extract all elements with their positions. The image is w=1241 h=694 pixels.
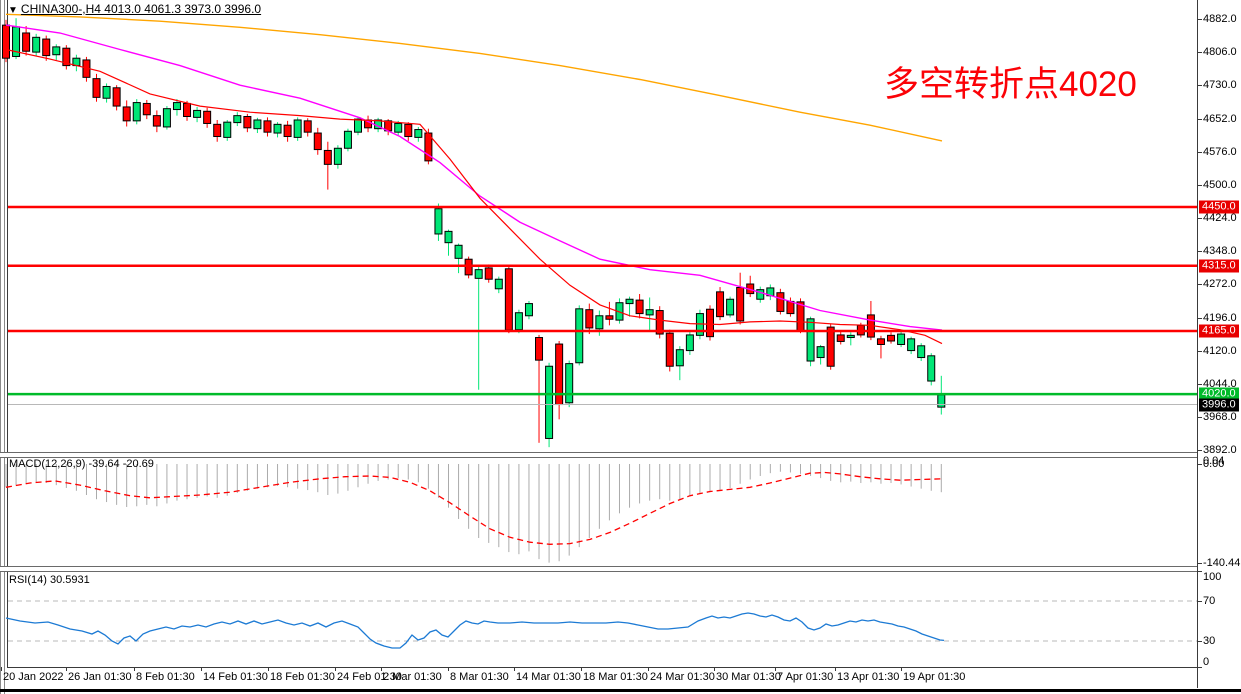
- axis-tick: [1197, 416, 1202, 418]
- price-tick-label: 3968.0: [1203, 410, 1237, 423]
- price-tick-label: 4500.0: [1203, 179, 1237, 192]
- time-axis-tick: [201, 667, 202, 671]
- price-level-badge: 3996.0: [1199, 398, 1239, 412]
- time-tick-label: 19 Apr 01:30: [903, 671, 966, 683]
- time-tick-label: 30 Mar 01:30: [716, 671, 781, 683]
- time-axis-tick: [714, 667, 715, 671]
- chart-title: ▼ CHINA300-,H4 4013.0 4061.3 3973.0 3996.…: [8, 2, 261, 16]
- annotation-text: 多空转折点4020: [884, 65, 1137, 104]
- panel-separator-rsi[interactable]: [0, 566, 1197, 572]
- chart-frame-right: [1197, 0, 1198, 688]
- rsi-axis-label: 0: [1203, 656, 1210, 668]
- time-axis-tick: [66, 667, 67, 671]
- time-axis-tick: [581, 667, 582, 671]
- macd-axis-label: -140.44: [1203, 557, 1241, 569]
- time-axis-tick: [901, 667, 902, 671]
- axis-tick: [1197, 251, 1202, 253]
- axis-tick: [1197, 449, 1202, 451]
- axis-tick: [1197, 563, 1202, 564]
- time-axis-tick: [335, 667, 336, 671]
- panel-separator-macd[interactable]: [0, 452, 1197, 458]
- axis-tick: [1197, 571, 1202, 572]
- macd-axis-label: 0.04: [1203, 455, 1225, 467]
- time-tick-label: 8 Mar 01:30: [450, 671, 509, 683]
- axis-tick: [1197, 85, 1202, 87]
- time-tick-label: 26 Jan 01:30: [68, 671, 132, 683]
- price-tick-label: 4196.0: [1203, 311, 1237, 324]
- axis-tick: [1197, 350, 1202, 352]
- price-tick-label: 3892.0: [1203, 443, 1237, 456]
- axis-tick: [1197, 317, 1202, 319]
- time-tick-label: 14 Feb 01:30: [203, 671, 268, 683]
- axis-tick: [1197, 52, 1202, 54]
- time-axis-line: [7, 667, 1197, 668]
- axis-tick: [1197, 185, 1202, 187]
- price-tick-label: 4348.0: [1203, 245, 1237, 258]
- axis-tick: [1197, 641, 1202, 642]
- time-tick-label: 20 Jan 2022: [3, 671, 64, 683]
- rsi-indicator-panel[interactable]: [0, 571, 1197, 667]
- time-tick-label: 2 Mar 01:30: [383, 671, 442, 683]
- time-axis-tick: [1, 667, 2, 671]
- price-level-badge: 4450.0: [1199, 200, 1239, 214]
- time-axis-tick: [835, 667, 836, 671]
- time-axis-tick: [648, 667, 649, 671]
- price-tick-label: 4806.0: [1203, 46, 1237, 59]
- chart-title-text: CHINA300-,H4 4013.0 4061.3 3973.0 3996.0: [20, 2, 262, 16]
- price-level-badge: 4315.0: [1199, 259, 1239, 273]
- price-tick-label: 4652.0: [1203, 113, 1237, 126]
- time-axis-tick: [381, 667, 382, 671]
- axis-tick: [1197, 383, 1202, 385]
- price-tick-label: 4730.0: [1203, 79, 1237, 92]
- time-tick-label: 13 Apr 01:30: [837, 671, 900, 683]
- time-axis-tick: [448, 667, 449, 671]
- time-tick-label: 8 Feb 01:30: [136, 671, 195, 683]
- time-axis-tick: [268, 667, 269, 671]
- window-bottom-edge: [0, 689, 1241, 692]
- macd-indicator-panel[interactable]: [0, 457, 1197, 566]
- price-level-badge: 4020.0: [1199, 387, 1239, 401]
- price-tick-label: 4044.0: [1203, 377, 1237, 390]
- time-tick-label: 14 Mar 01:30: [516, 671, 581, 683]
- price-tick-label: 4272.0: [1203, 278, 1237, 291]
- axis-tick: [1197, 19, 1202, 21]
- time-tick-label: 18 Feb 01:30: [270, 671, 335, 683]
- rsi-label: RSI(14) 30.5931: [9, 574, 90, 586]
- time-axis-tick: [134, 667, 135, 671]
- axis-tick: [1197, 601, 1202, 602]
- rsi-axis-label: 100: [1203, 571, 1222, 583]
- time-tick-label: 24 Mar 01:30: [650, 671, 715, 683]
- axis-tick: [1197, 667, 1202, 668]
- axis-tick: [1197, 119, 1202, 121]
- axis-tick: [1197, 218, 1202, 220]
- time-axis-tick: [514, 667, 515, 671]
- window-left-border-inner: [4, 0, 5, 694]
- window-left-border-outer: [0, 0, 1, 694]
- axis-tick: [1197, 284, 1202, 286]
- macd-label: MACD(12,26,9) -39.64 -20.69: [9, 458, 154, 470]
- time-tick-label: 18 Mar 01:30: [583, 671, 648, 683]
- main-price-chart[interactable]: [0, 0, 1197, 453]
- price-tick-label: 4120.0: [1203, 344, 1237, 357]
- macd-axis-label: 0.00: [1203, 458, 1225, 470]
- time-tick-label: 24 Feb 01:30: [337, 671, 402, 683]
- time-tick-label: 7 Apr 01:30: [777, 671, 834, 683]
- rsi-axis-label: 30: [1203, 635, 1216, 647]
- rsi-axis-label: 70: [1203, 595, 1216, 607]
- price-tick-label: 4576.0: [1203, 146, 1237, 159]
- triangle-marker-icon: ▼: [8, 5, 18, 16]
- axis-tick: [1197, 464, 1202, 465]
- time-axis-tick: [775, 667, 776, 671]
- price-level-badge: 4165.0: [1199, 324, 1239, 338]
- axis-tick: [1197, 152, 1202, 154]
- chart-frame-left: [7, 0, 8, 667]
- price-tick-label: 4424.0: [1203, 212, 1237, 225]
- price-tick-label: 4882.0: [1203, 13, 1237, 26]
